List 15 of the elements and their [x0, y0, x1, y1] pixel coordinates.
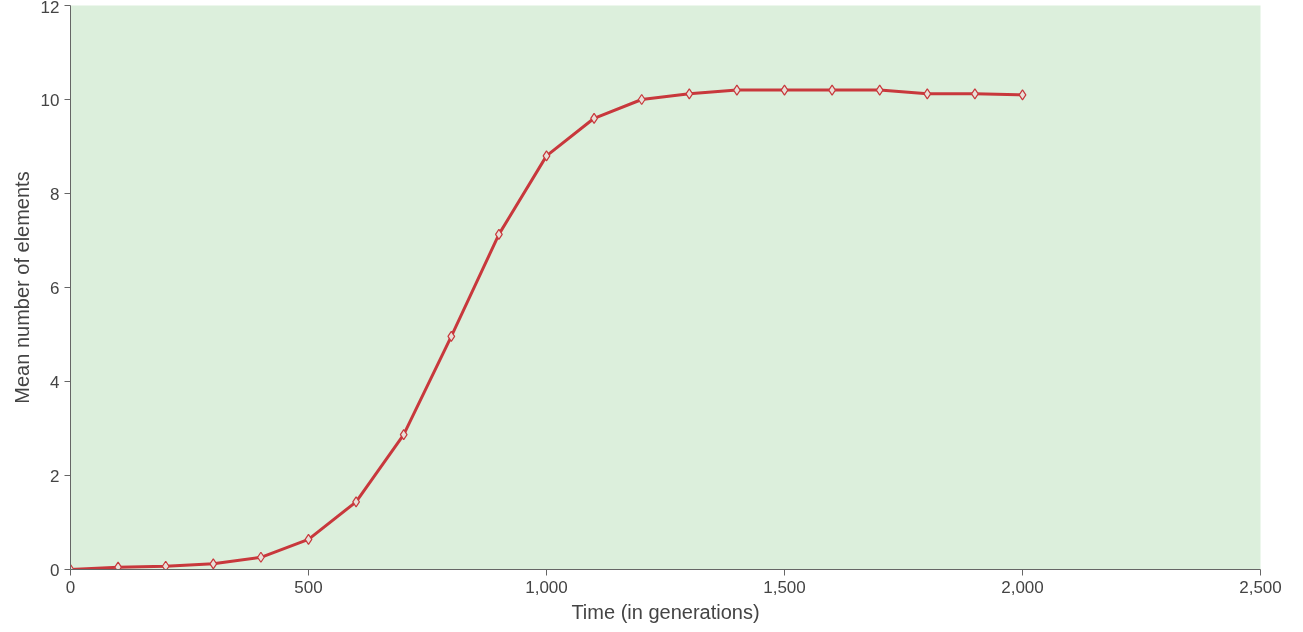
x-tick-label: 2,500	[1239, 577, 1282, 597]
y-axis-title: Mean number of elements	[10, 171, 33, 404]
y-tick-label: 10	[40, 90, 60, 110]
y-tick-label: 12	[40, 0, 60, 17]
x-axis-title: Time (in generations)	[571, 600, 760, 623]
y-tick-label: 4	[50, 372, 60, 392]
x-tick-label: 500	[294, 577, 323, 597]
x-tick-label: 2,000	[1001, 577, 1044, 597]
y-tick-label: 8	[50, 184, 60, 204]
x-tick-label: 1,000	[525, 577, 568, 597]
x-tick-label: 1,500	[763, 577, 806, 597]
x-tick-label: 0	[65, 577, 76, 597]
y-tick-label: 0	[50, 560, 60, 580]
y-tick-label: 2	[50, 466, 60, 486]
y-tick-label: 6	[50, 278, 60, 298]
